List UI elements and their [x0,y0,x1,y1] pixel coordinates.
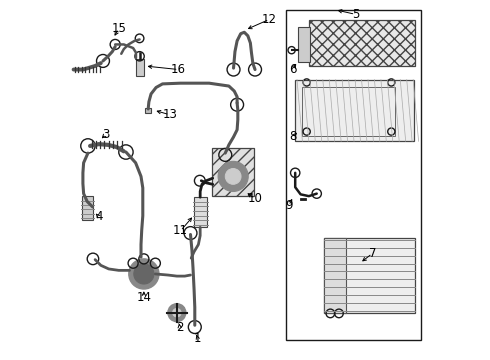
Text: 7: 7 [368,247,376,260]
Text: 9: 9 [285,199,293,212]
Circle shape [225,168,241,184]
Circle shape [172,309,181,317]
Circle shape [218,161,248,192]
Bar [82,196,93,220]
Text: 13: 13 [162,108,177,121]
Bar [136,59,144,76]
Text: 1: 1 [194,332,201,345]
Bar [324,238,346,314]
Circle shape [134,264,154,284]
Text: 10: 10 [247,192,263,205]
Text: 12: 12 [262,13,277,26]
Text: 8: 8 [290,130,297,144]
Text: 16: 16 [171,63,186,76]
Bar [302,87,395,136]
Bar [324,238,416,314]
Text: 15: 15 [111,22,126,35]
Circle shape [129,259,159,289]
Text: 11: 11 [173,224,188,238]
Bar [286,10,421,339]
Bar [295,80,414,141]
Bar [309,20,415,66]
Text: 4: 4 [95,210,102,223]
Bar [145,108,151,113]
Circle shape [168,304,186,321]
Text: 6: 6 [289,63,297,76]
Bar [194,197,207,227]
Text: 3: 3 [102,127,110,141]
Bar [212,148,254,196]
Bar [298,27,310,62]
Text: 14: 14 [136,291,151,304]
Text: 2: 2 [176,321,183,334]
Text: 5: 5 [352,8,359,21]
